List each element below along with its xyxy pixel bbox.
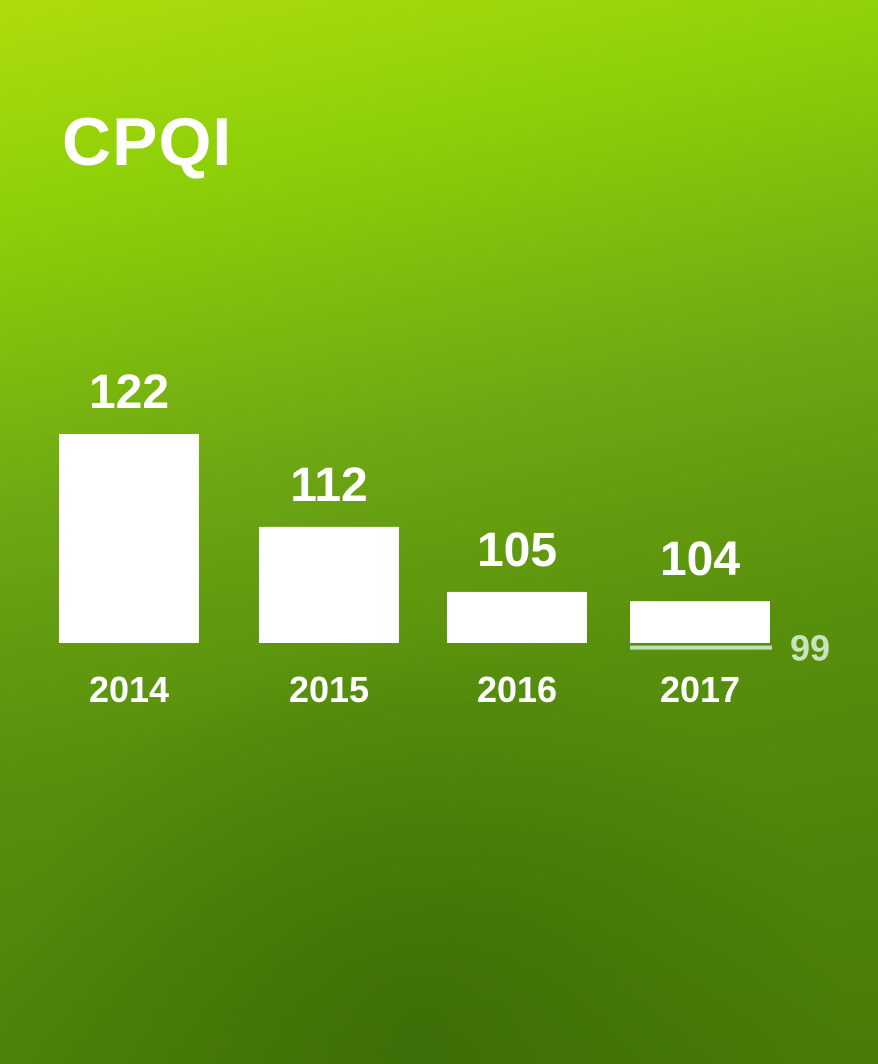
bar-2016 [447,591,587,643]
x-tick-label-2015: 2015 [289,669,369,710]
bar-2015 [259,526,399,643]
data-label-2016: 105 [477,524,557,577]
target-label: 99 [790,628,830,669]
data-label-2015: 112 [290,459,367,512]
chart-title: CPQI [62,104,233,180]
bar-2014 [59,434,199,643]
data-label-2017: 104 [660,533,740,586]
bar-2017 [630,601,770,643]
x-tick-label-2017: 2017 [660,669,740,710]
x-tick-label-2016: 2016 [477,669,557,710]
data-label-2014: 122 [89,366,169,419]
x-tick-label-2014: 2014 [89,669,169,710]
